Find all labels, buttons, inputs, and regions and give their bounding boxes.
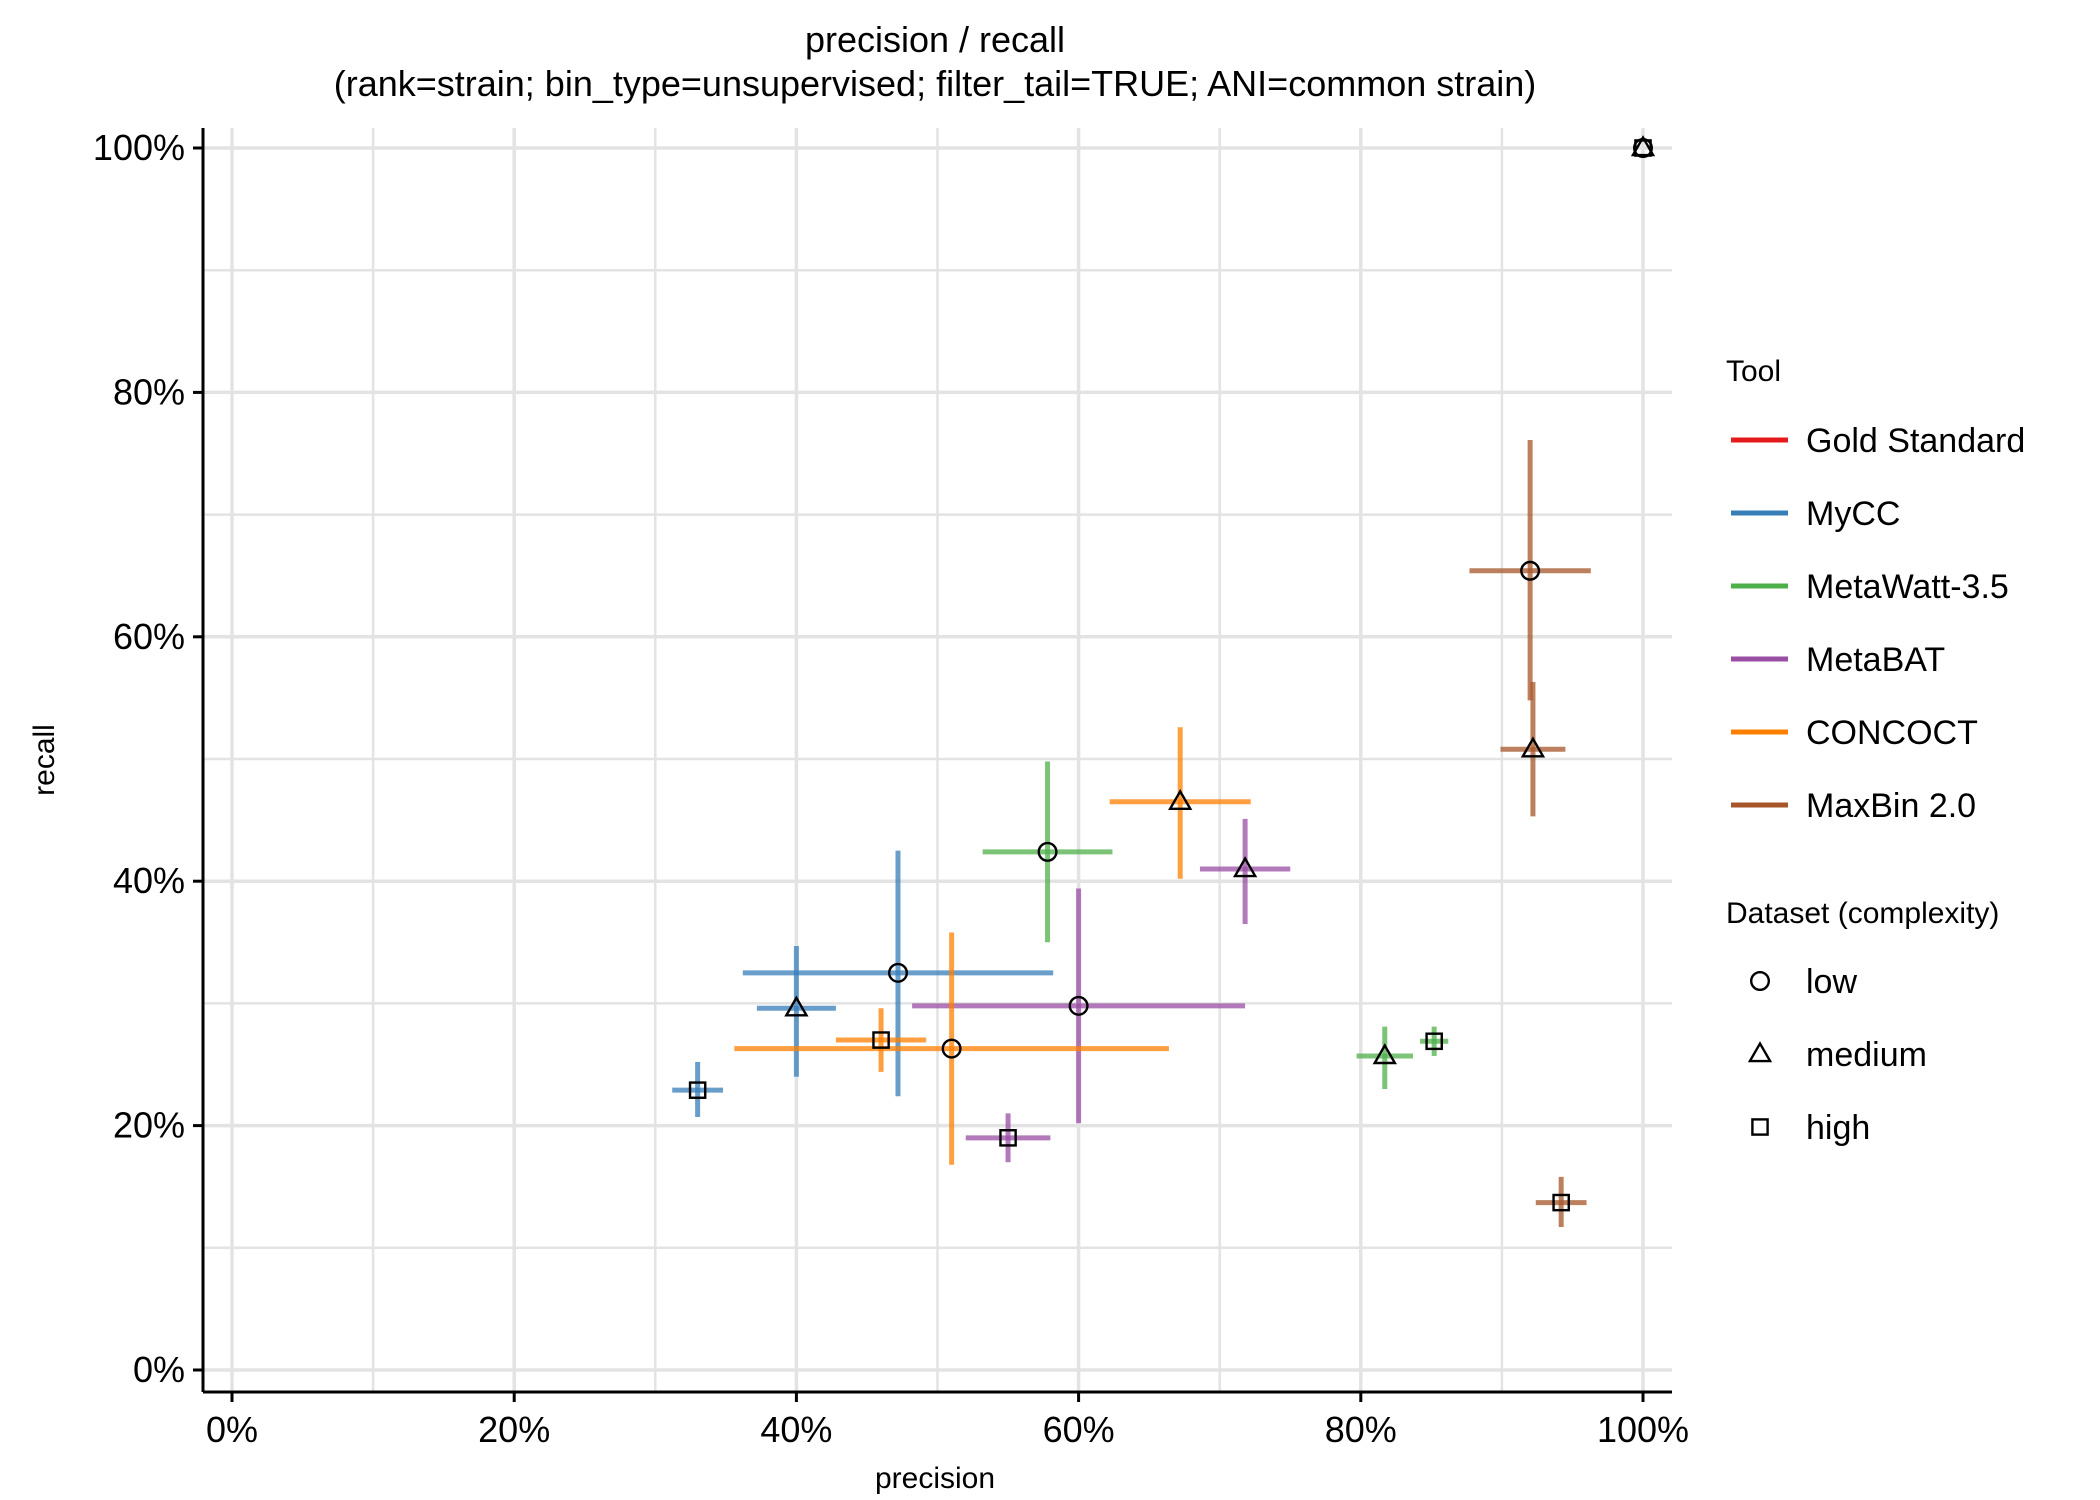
x-tick-label: 80%	[1325, 1409, 1397, 1450]
legend-label-tool: MyCC	[1806, 495, 1900, 533]
legend-label-dataset: low	[1806, 963, 1857, 1001]
point-concoct-medium	[1168, 788, 1193, 811]
x-tick-label: 20%	[478, 1409, 550, 1450]
legend-marker-low	[1749, 971, 1770, 992]
axes	[193, 128, 1672, 1402]
legend-marker-medium	[1747, 1041, 1773, 1063]
point-concoct-low	[941, 1038, 962, 1059]
x-tick-label: 40%	[760, 1409, 832, 1450]
y-tick-label: 100%	[93, 127, 185, 168]
point-metabat-low	[1068, 995, 1089, 1016]
legend-label-tool: MetaBAT	[1806, 641, 1945, 679]
legend-label-tool: CONCOCT	[1806, 714, 1978, 752]
x-tick-label: 100%	[1597, 1409, 1689, 1450]
y-tick-label: 40%	[113, 860, 185, 901]
point-mycc-high	[688, 1081, 707, 1099]
legend-label-tool: Gold Standard	[1806, 422, 2025, 460]
legend: Tool Gold Standard MyCC MetaWatt-3.5 MetaBAT…	[1726, 355, 2025, 1147]
point-metawatt-3-5-medium	[1372, 1043, 1397, 1065]
legend-marker-high	[1751, 1118, 1769, 1136]
tick-labels: 0% 20% 40% 60% 80% 100% 0% 20% 40% 60% 80% 100%	[93, 127, 1689, 1450]
point-maxbin-2-0-medium	[1520, 736, 1546, 758]
x-tick-label: 60%	[1043, 1409, 1115, 1450]
x-axis-label: precision	[875, 1462, 995, 1495]
legend-tool-title: Tool	[1726, 355, 1781, 388]
legend-label-tool: MetaWatt-3.5	[1806, 568, 2009, 606]
chart-subtitle: (rank=strain; bin_type=unsupervised; fil…	[334, 63, 1537, 104]
y-tick-label: 80%	[113, 371, 185, 412]
legend-label-dataset: high	[1806, 1109, 1870, 1147]
legend-label-dataset: medium	[1806, 1036, 1927, 1074]
point-metabat-high	[999, 1129, 1017, 1147]
point-gold-standard-high	[1634, 139, 1652, 157]
point-metawatt-3-5-high	[1425, 1032, 1443, 1051]
legend-label-tool: MaxBin 2.0	[1806, 787, 1976, 825]
x-tick-label: 0%	[206, 1409, 258, 1450]
y-tick-label: 0%	[133, 1349, 185, 1390]
y-tick-label: 20%	[113, 1105, 185, 1146]
point-maxbin-2-0-low	[1520, 560, 1541, 581]
grid	[203, 128, 1672, 1392]
y-tick-label: 60%	[113, 616, 185, 657]
point-metawatt-3-5-low	[1037, 841, 1058, 862]
chart-title: precision / recall	[805, 19, 1065, 60]
legend-dataset-title: Dataset (complexity)	[1726, 897, 1999, 930]
point-maxbin-2-0-high	[1552, 1193, 1570, 1212]
data-points	[688, 135, 1656, 1212]
point-concoct-high	[872, 1031, 890, 1049]
point-metabat-medium	[1232, 856, 1258, 878]
point-mycc-low	[887, 962, 908, 983]
point-mycc-medium	[784, 995, 809, 1017]
y-axis-label: recall	[28, 724, 61, 796]
error-bars	[672, 440, 1591, 1228]
